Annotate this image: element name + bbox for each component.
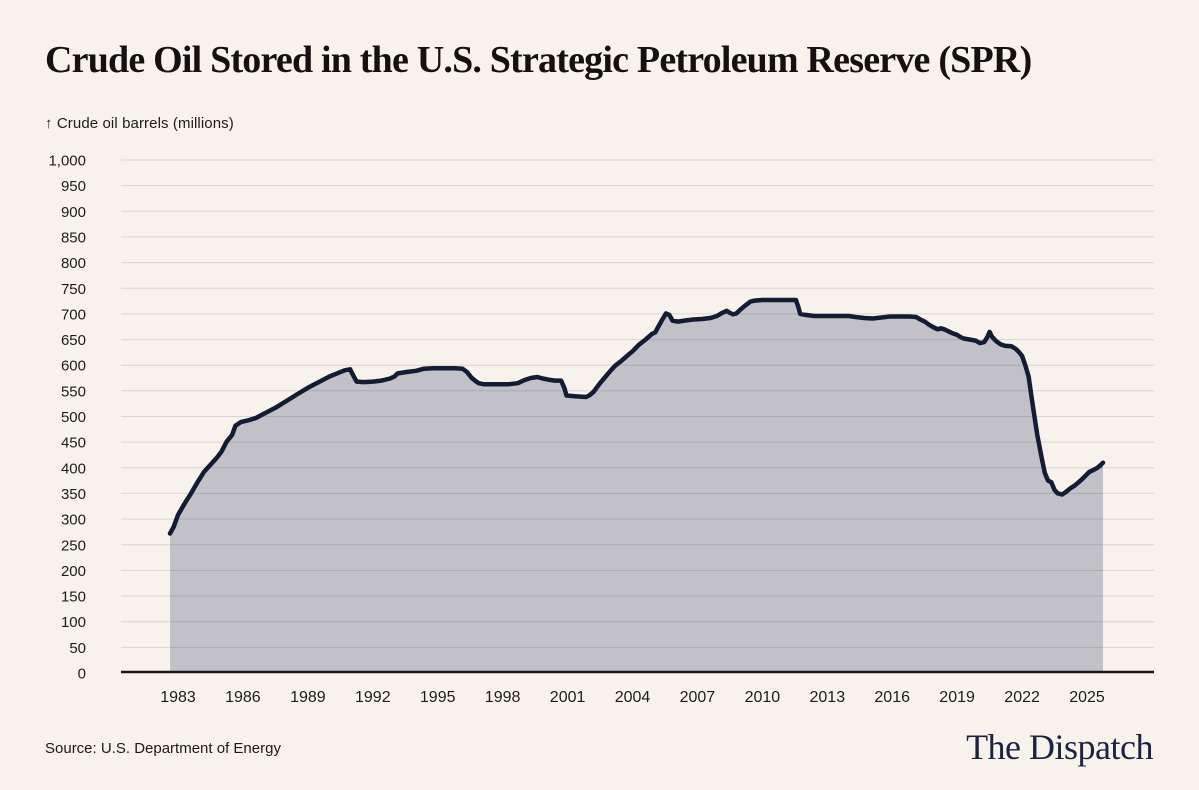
x-tick-label: 1989	[290, 689, 326, 706]
x-tick-label: 2007	[680, 689, 716, 706]
y-tick-label: 350	[61, 486, 86, 503]
y-tick-label: 800	[61, 255, 86, 272]
x-tick-label: 2004	[615, 689, 651, 706]
source-attribution: Source: U.S. Department of Energy	[45, 740, 281, 757]
y-tick-label: 250	[61, 537, 86, 554]
x-tick-label: 1986	[225, 689, 261, 706]
y-tick-label: 850	[61, 229, 86, 246]
area-fill	[170, 300, 1103, 673]
x-tick-label: 1983	[160, 689, 196, 706]
y-tick-label: 400	[61, 460, 86, 477]
y-tick-label: 550	[61, 383, 86, 400]
y-tick-label: 100	[61, 614, 86, 631]
y-axis-unit-label: ↑ Crude oil barrels (millions)	[45, 115, 234, 132]
x-tick-label: 2022	[1004, 689, 1040, 706]
y-tick-label: 50	[69, 640, 86, 657]
y-tick-label: 1,000	[48, 153, 86, 170]
x-tick-label: 2025	[1069, 689, 1105, 706]
y-tick-label: 0	[78, 666, 86, 683]
x-tick-label: 2019	[939, 689, 975, 706]
x-tick-label: 2013	[810, 689, 846, 706]
y-tick-label: 600	[61, 358, 86, 375]
y-tick-label: 300	[61, 512, 86, 529]
y-tick-label: 200	[61, 563, 86, 580]
y-tick-label: 650	[61, 332, 86, 349]
x-tick-label: 1995	[420, 689, 456, 706]
inventory-line	[167, 297, 1106, 536]
dispatch-wordmark: The Dispatch	[966, 727, 1153, 767]
y-tick-label: 700	[61, 306, 86, 323]
chart-title: Crude Oil Stored in the U.S. Strategic P…	[45, 39, 1032, 81]
x-tick-label: 2001	[550, 689, 586, 706]
y-tick-label: 750	[61, 281, 86, 298]
y-tick-label: 900	[61, 204, 86, 221]
y-tick-label: 950	[61, 178, 86, 195]
x-tick-label: 1992	[355, 689, 391, 706]
x-tick-label: 2010	[745, 689, 781, 706]
y-tick-label: 150	[61, 589, 86, 606]
x-tick-label: 2016	[874, 689, 910, 706]
y-tick-label: 500	[61, 409, 86, 426]
y-tick-label: 450	[61, 435, 86, 452]
x-tick-label: 1998	[485, 689, 521, 706]
